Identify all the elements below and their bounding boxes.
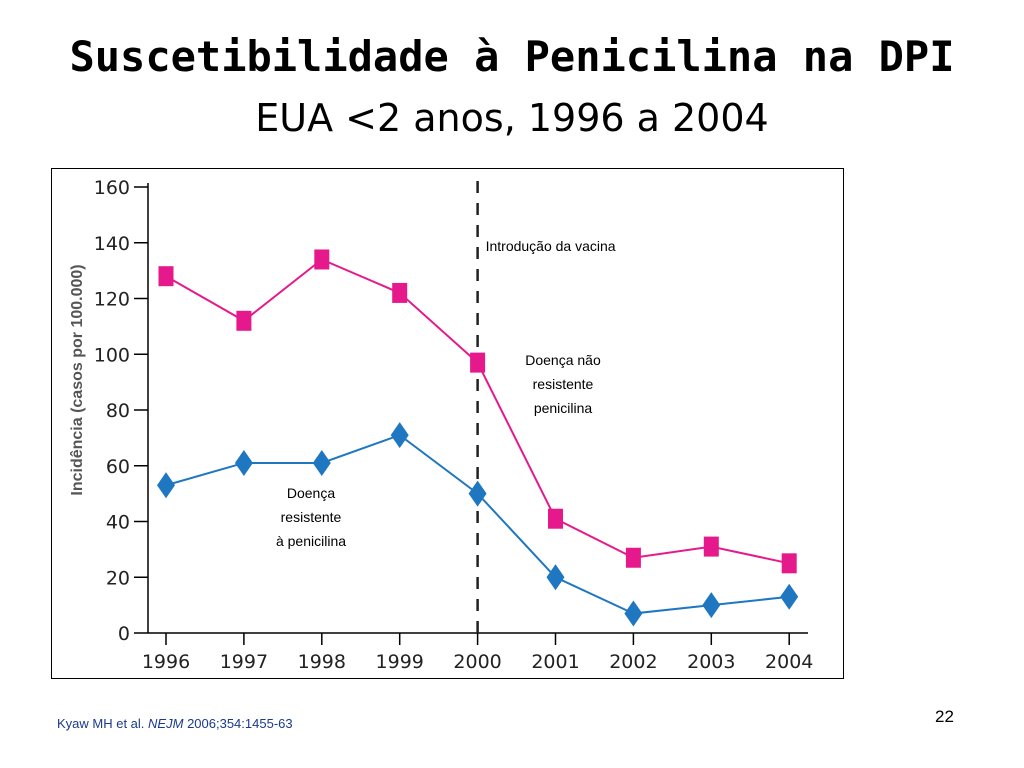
annotation-1-line-2: à penicilina	[276, 533, 346, 549]
annotation-0-line-2: penicilina	[534, 400, 593, 416]
series-0-point-2003	[703, 536, 719, 557]
series-0-point-1998	[314, 249, 330, 270]
citation-authors: Kyaw MH et al.	[57, 716, 145, 731]
series-0-point-1996	[158, 266, 174, 287]
vaccine-introduction-label: Introdução da vacina	[486, 238, 616, 254]
citation: Kyaw MH et al. NEJM 2006;354:1455-63	[57, 716, 293, 731]
chart-frame: 0 20 40 60 80 100 120 140 160 1996 1997 1998 1999 200…	[51, 168, 844, 679]
annotation-1: Doença resistente à penicilina	[276, 485, 346, 549]
annotation-0: Doença não resistente penicilina	[525, 352, 601, 416]
series-0-point-2002	[625, 547, 641, 568]
y-tick-label-140: 140	[94, 233, 130, 255]
series-0-point-1999	[392, 282, 408, 303]
citation-details: 2006;354:1455-63	[187, 716, 293, 731]
y-tick-label-120: 120	[94, 289, 130, 311]
annotation-1-line-0: Doença	[287, 485, 335, 501]
x-tick-label-2004: 2004	[765, 651, 813, 673]
series-0-point-2000	[470, 352, 486, 373]
x-tick-label-1999: 1999	[376, 651, 424, 673]
y-tick-label-80: 80	[106, 400, 130, 422]
series-0-point-2001	[548, 508, 563, 529]
slide-subtitle: EUA <2 anos, 1996 a 2004	[255, 96, 769, 140]
slide-title: Suscetibilidade à Penicilina na DPI	[69, 32, 955, 81]
series-1-point-1996	[157, 472, 175, 499]
x-tick-label-2003: 2003	[687, 651, 735, 673]
y-tick-label-40: 40	[106, 512, 130, 534]
x-tick-label-1997: 1997	[220, 651, 268, 673]
series-1-point-2001	[546, 564, 565, 591]
y-axis-label: Incidência (casos por 100.000)	[69, 264, 86, 495]
annotation-1-line-1: resistente	[281, 509, 342, 525]
annotation-0-line-0: Doença não	[525, 352, 601, 368]
x-tick-label-1996: 1996	[142, 651, 190, 673]
series-1-point-1997	[234, 449, 253, 476]
series-0-point-2004	[781, 553, 797, 574]
x-tick-label-2000: 2000	[453, 651, 501, 673]
y-tick-label-0: 0	[118, 623, 130, 645]
series-1-point-1999	[390, 422, 409, 449]
series-1-point-1998	[312, 449, 331, 476]
citation-journal: NEJM	[148, 716, 184, 731]
x-tick-label-2001: 2001	[531, 651, 579, 673]
page-number: 22	[935, 707, 954, 726]
series-0-point-1997	[236, 310, 252, 331]
y-tick-label-60: 60	[106, 456, 130, 478]
x-tick-label-2002: 2002	[609, 651, 657, 673]
series-1-point-2000	[468, 480, 487, 507]
x-tick-label-1998: 1998	[298, 651, 346, 673]
line-chart: 0 20 40 60 80 100 120 140 160 1996 1997 1998 1999 200…	[69, 177, 813, 673]
series-1-point-2004	[780, 583, 799, 610]
y-tick-label-20: 20	[106, 567, 130, 589]
series-1-point-2002	[624, 600, 643, 627]
y-tick-label-160: 160	[94, 177, 130, 199]
annotation-0-line-1: resistente	[533, 376, 594, 392]
series-1-point-2003	[702, 592, 721, 619]
y-tick-label-100: 100	[94, 344, 130, 366]
